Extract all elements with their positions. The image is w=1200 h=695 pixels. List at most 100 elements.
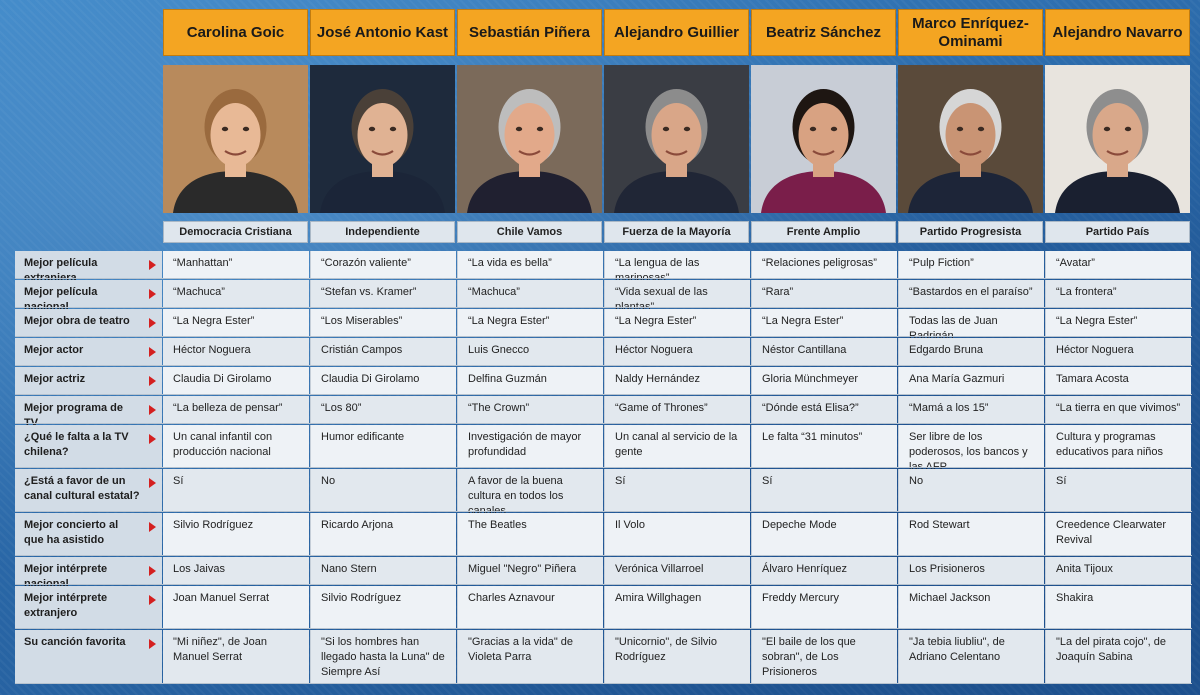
row-label: ¿Está a favor de un canal cultural estat… — [15, 469, 162, 512]
answer-cell: Un canal al servicio de la gente — [604, 425, 750, 468]
answer-cell: Le falta “31 minutos” — [751, 425, 897, 468]
row-label: Mejor película nacional — [15, 280, 162, 313]
answer-cell: “Vida sexual de las plantas” — [604, 280, 750, 313]
answer-cell: Depeche Mode — [751, 513, 897, 556]
candidate-name-header: Carolina Goic — [163, 9, 308, 56]
answer-cell: “La vida es bella” — [457, 251, 603, 279]
answer-cell: Sí — [604, 469, 750, 512]
red-arrow-icon — [149, 405, 156, 415]
answer-cell: “La lengua de las mariposas” — [604, 251, 750, 284]
row-label-text: Mejor actriz — [24, 373, 86, 385]
red-arrow-icon — [149, 639, 156, 649]
row-divider — [15, 555, 1192, 556]
red-arrow-icon — [149, 595, 156, 605]
table-row: Mejor intérprete nacionalLos JaivasNano … — [15, 557, 1192, 590]
answer-cell: “Corazón valiente” — [310, 251, 456, 279]
answer-cell: The Beatles — [457, 513, 603, 556]
answer-cell: “La frontera” — [1045, 280, 1191, 308]
answer-cell: Edgardo Bruna — [898, 338, 1044, 366]
answer-cell: "Si los hombres han llegado hasta la Lun… — [310, 630, 456, 684]
table-row: ¿Qué le falta a la TV chilena? Un canal i… — [15, 425, 1192, 473]
answer-cell: Il Volo — [604, 513, 750, 556]
answer-cell: Néstor Cantillana — [751, 338, 897, 366]
party-label: Independiente — [310, 221, 455, 243]
row-divider — [15, 683, 1192, 684]
candidate-name-header: Marco Enríquez-Ominami — [898, 9, 1043, 56]
row-label-text: Mejor intérprete extranjero — [24, 592, 108, 619]
table-row: Mejor película extranjera“Manhattan”“Cor… — [15, 251, 1192, 284]
candidate-portrait — [163, 65, 308, 213]
candidate-portrait — [310, 65, 455, 213]
candidate-portrait — [898, 65, 1043, 213]
answer-cell: "Unicornio", de Silvio Rodríguez — [604, 630, 750, 684]
table-row: Mejor intérprete extranjero Joan Manuel S… — [15, 586, 1192, 629]
table-row: Mejor obra de teatro “La Negra Ester” “Los… — [15, 309, 1192, 342]
answer-cell: "Gracias a la vida" de Violeta Parra — [457, 630, 603, 684]
answer-cell: "La del pirata cojo", de Joaquín Sabina — [1045, 630, 1191, 684]
row-label: Mejor intérprete extranjero — [15, 586, 162, 629]
row-divider — [15, 467, 1192, 468]
row-label-text: Mejor obra de teatro — [24, 315, 130, 327]
candidate-name-header: Alejandro Navarro — [1045, 9, 1190, 56]
row-label-text: Su canción favorita — [24, 636, 126, 648]
row-divider — [15, 365, 1192, 366]
answer-cell: Amira Willghagen — [604, 586, 750, 629]
answer-cell: “Stefan vs. Kramer” — [310, 280, 456, 308]
answer-cell: “Machuca” — [457, 280, 603, 308]
red-arrow-icon — [149, 434, 156, 444]
answer-cell: A favor de la buena cultura en todos los… — [457, 469, 603, 517]
candidate-portrait — [604, 65, 749, 213]
row-label: Mejor concierto al que ha asistido — [15, 513, 162, 556]
answer-cell: Joan Manuel Serrat — [163, 586, 309, 629]
answer-cell: “The Crown” — [457, 396, 603, 424]
candidate-portrait — [1045, 65, 1190, 213]
answer-cell: "El baile de los que sobran", de Los Pri… — [751, 630, 897, 684]
row-divider — [15, 584, 1192, 585]
table-row: Mejor programa de TV“La belleza de pensa… — [15, 396, 1192, 429]
row-label: ¿Qué le falta a la TV chilena? — [15, 425, 162, 468]
answer-cell: No — [898, 469, 1044, 512]
red-arrow-icon — [149, 478, 156, 488]
answer-cell: Silvio Rodríguez — [310, 586, 456, 629]
answer-cell: Luis Gnecco — [457, 338, 603, 366]
answer-cell: “La Negra Ester” — [1045, 309, 1191, 337]
answer-cell: “La tierra en que vivimos” — [1045, 396, 1191, 424]
table-row: Mejor concierto al que ha asistido Silvio… — [15, 513, 1192, 556]
row-label: Mejor actriz — [15, 367, 162, 395]
answer-cell: Naldy Hernández — [604, 367, 750, 395]
candidate-name-header: Beatriz Sánchez — [751, 9, 896, 56]
red-arrow-icon — [149, 260, 156, 270]
answer-cell: Los Prisioneros — [898, 557, 1044, 585]
row-divider — [15, 307, 1192, 308]
party-label: Frente Amplio — [751, 221, 896, 243]
party-label: Democracia Cristiana — [163, 221, 308, 243]
answer-cell: Héctor Noguera — [163, 338, 309, 366]
table-row: Mejor película nacional “Machuca”“Stefan … — [15, 280, 1192, 313]
row-label-text: ¿Está a favor de un canal cultural estat… — [24, 475, 140, 502]
red-arrow-icon — [149, 347, 156, 357]
row-divider — [15, 336, 1192, 337]
row-label: Mejor película extranjera — [15, 251, 162, 284]
answer-cell: Sí — [163, 469, 309, 512]
answer-cell: Claudia Di Girolamo — [310, 367, 456, 395]
answer-cell: Ricardo Arjona — [310, 513, 456, 556]
red-arrow-icon — [149, 522, 156, 532]
answer-cell: Héctor Noguera — [604, 338, 750, 366]
row-label: Mejor programa de TV — [15, 396, 162, 429]
red-arrow-icon — [149, 289, 156, 299]
answer-cell: Rod Stewart — [898, 513, 1044, 556]
party-label: Chile Vamos — [457, 221, 602, 243]
row-label-text: Mejor actor — [24, 344, 84, 356]
answer-cell: “Pulp Fiction” — [898, 251, 1044, 279]
answer-cell: “La Negra Ester” — [163, 309, 309, 337]
answer-cell: “Avatar” — [1045, 251, 1191, 279]
answer-cell: Cristián Campos — [310, 338, 456, 366]
candidate-name-header: Alejandro Guillier — [604, 9, 749, 56]
party-label: Partido Progresista — [898, 221, 1043, 243]
answer-cell: “Los Miserables” — [310, 309, 456, 337]
answer-cell: “La Negra Ester” — [457, 309, 603, 337]
answer-cell: Sí — [1045, 469, 1191, 512]
table-row: Mejor actriz Claudia Di Girolamo Claudia D… — [15, 367, 1192, 395]
answer-cell: “Relaciones peligrosas” — [751, 251, 897, 279]
